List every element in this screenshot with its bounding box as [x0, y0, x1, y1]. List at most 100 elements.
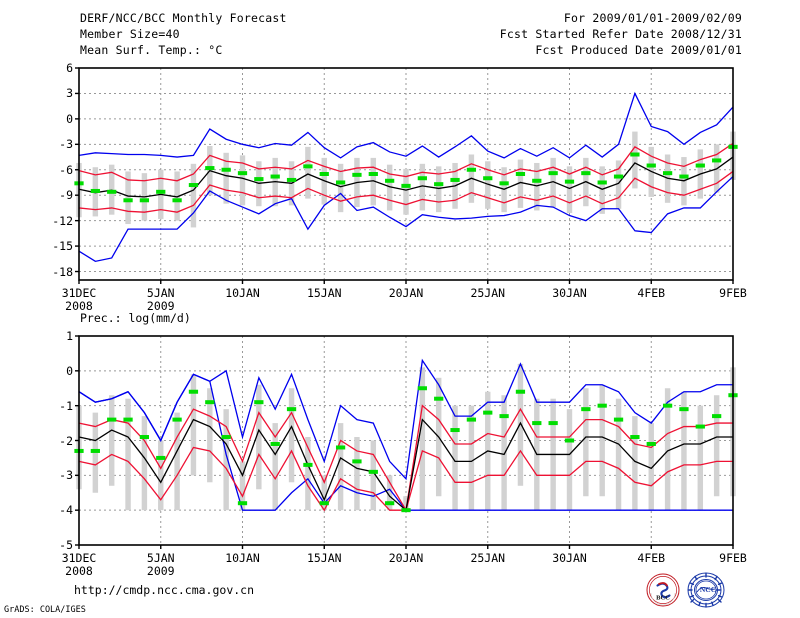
y-axis-tick-label: -15: [52, 239, 73, 254]
x-axis-year-label: 2008: [65, 299, 93, 313]
observed-marker: [319, 172, 329, 176]
spread-bar: [599, 166, 605, 214]
observed-marker: [597, 180, 607, 185]
series-line-min: [78, 358, 733, 481]
x-axis-year-label: 2009: [146, 299, 175, 313]
observed-marker: [499, 181, 509, 186]
spread-bar: [566, 166, 573, 214]
spread-bar: [468, 405, 475, 511]
observed-marker: [385, 178, 395, 183]
forecast-period-label: For 2009/01/01-2009/02/09: [563, 11, 742, 25]
spread-bar: [239, 461, 246, 511]
spread-bar: [305, 146, 311, 199]
y-axis-tick-label: -9: [59, 188, 73, 203]
observed-marker: [613, 417, 624, 422]
observed-marker: [188, 183, 199, 188]
observed-marker: [515, 172, 526, 176]
observed-marker: [123, 198, 133, 203]
observed-marker: [335, 445, 346, 450]
member-size-label: Member Size=40: [80, 27, 180, 41]
observed-marker: [205, 400, 215, 405]
ncc-logo: NCC: [686, 571, 726, 609]
spread-bar: [256, 384, 262, 490]
spread-bar: [632, 131, 638, 189]
observed-marker: [630, 152, 640, 157]
observed-marker: [401, 508, 411, 513]
observed-marker: [662, 171, 673, 176]
x-axis-tick-label: 20JAN: [388, 551, 424, 565]
observed-marker: [483, 410, 493, 415]
observed-marker: [221, 435, 231, 440]
x-axis-tick-label: 5JAN: [146, 286, 175, 300]
observed-marker: [630, 435, 640, 440]
observed-marker: [712, 414, 722, 419]
observed-marker: [564, 438, 575, 443]
spread-bar: [337, 163, 344, 213]
spread-bar: [664, 388, 671, 511]
observed-marker: [385, 501, 395, 506]
y-axis-tick-label: -18: [52, 264, 73, 279]
observed-marker: [352, 172, 362, 177]
observed-marker: [450, 177, 460, 182]
svg-text:NCC: NCC: [700, 585, 716, 594]
spread-bar: [615, 398, 622, 511]
x-axis-tick-label: 31DEC: [61, 286, 97, 300]
observed-marker: [450, 428, 460, 433]
observed-marker: [483, 176, 493, 181]
spread-bar: [485, 161, 491, 209]
observed-marker: [303, 164, 313, 169]
x-axis-tick-label: 9FEB: [719, 551, 747, 565]
spread-bar: [452, 405, 458, 511]
observed-marker: [254, 177, 264, 182]
x-axis-tick-label: 25JAN: [470, 286, 506, 300]
observed-marker: [515, 389, 526, 394]
observed-marker: [107, 417, 117, 422]
temperature-panel: 6 3 0 -3 -6 -9 -12 -15 -18 31DEC 2008 5JAN 2009 10JAN…: [0, 55, 800, 313]
observed-marker: [221, 167, 231, 172]
y-axis-tick-label: -3: [59, 137, 73, 152]
observed-marker: [646, 163, 656, 168]
website-url[interactable]: http://cmdp.ncc.cma.gov.cn: [74, 583, 255, 597]
x-axis-tick-label: 30JAN: [552, 286, 587, 300]
series-line-ensemble-mean: [78, 156, 734, 198]
observed-marker: [368, 469, 378, 474]
spread-bar: [615, 160, 622, 209]
y-axis-tick-label: 0: [66, 363, 73, 378]
spread-bar: [386, 164, 393, 211]
observed-marker: [466, 417, 477, 422]
y-axis-tick-label: -12: [52, 213, 73, 228]
observed-marker: [237, 171, 248, 176]
observed-marker: [172, 198, 182, 203]
spread-bar: [419, 367, 426, 511]
observed-marker: [466, 167, 477, 172]
observed-marker: [156, 455, 166, 460]
y-axis-tick-label: -4: [59, 503, 73, 518]
y-axis-tick-label: 0: [66, 111, 73, 126]
spread-bar: [713, 395, 720, 497]
observed-marker: [335, 180, 346, 185]
observed-marker: [548, 421, 558, 426]
spread-bar: [370, 440, 377, 511]
spread-bar: [174, 171, 180, 221]
spread-bar: [697, 405, 704, 511]
spread-bar: [239, 155, 246, 206]
x-axis-tick-label: 9FEB: [719, 286, 747, 300]
observed-marker: [90, 448, 100, 453]
x-axis-tick-label: 4FEB: [637, 551, 666, 565]
observed-marker: [319, 501, 329, 506]
observed-marker: [679, 174, 689, 179]
y-axis-tick-label: 6: [66, 61, 73, 75]
observed-marker: [564, 179, 575, 184]
spread-bar: [108, 395, 115, 486]
svg-text:BCC: BCC: [656, 595, 670, 602]
observed-marker: [286, 407, 297, 412]
observed-marker: [581, 171, 591, 176]
x-axis-tick-label: 10JAN: [225, 551, 260, 565]
observed-marker: [434, 396, 444, 401]
y-axis-tick-label: -1: [59, 398, 73, 413]
observed-marker: [90, 188, 100, 193]
series-line-lower-quartile: [78, 170, 734, 213]
y-axis-tick-label: -6: [59, 162, 73, 177]
grads-credit: GrADS: COLA/IGES: [4, 605, 86, 615]
observed-marker: [368, 172, 378, 176]
